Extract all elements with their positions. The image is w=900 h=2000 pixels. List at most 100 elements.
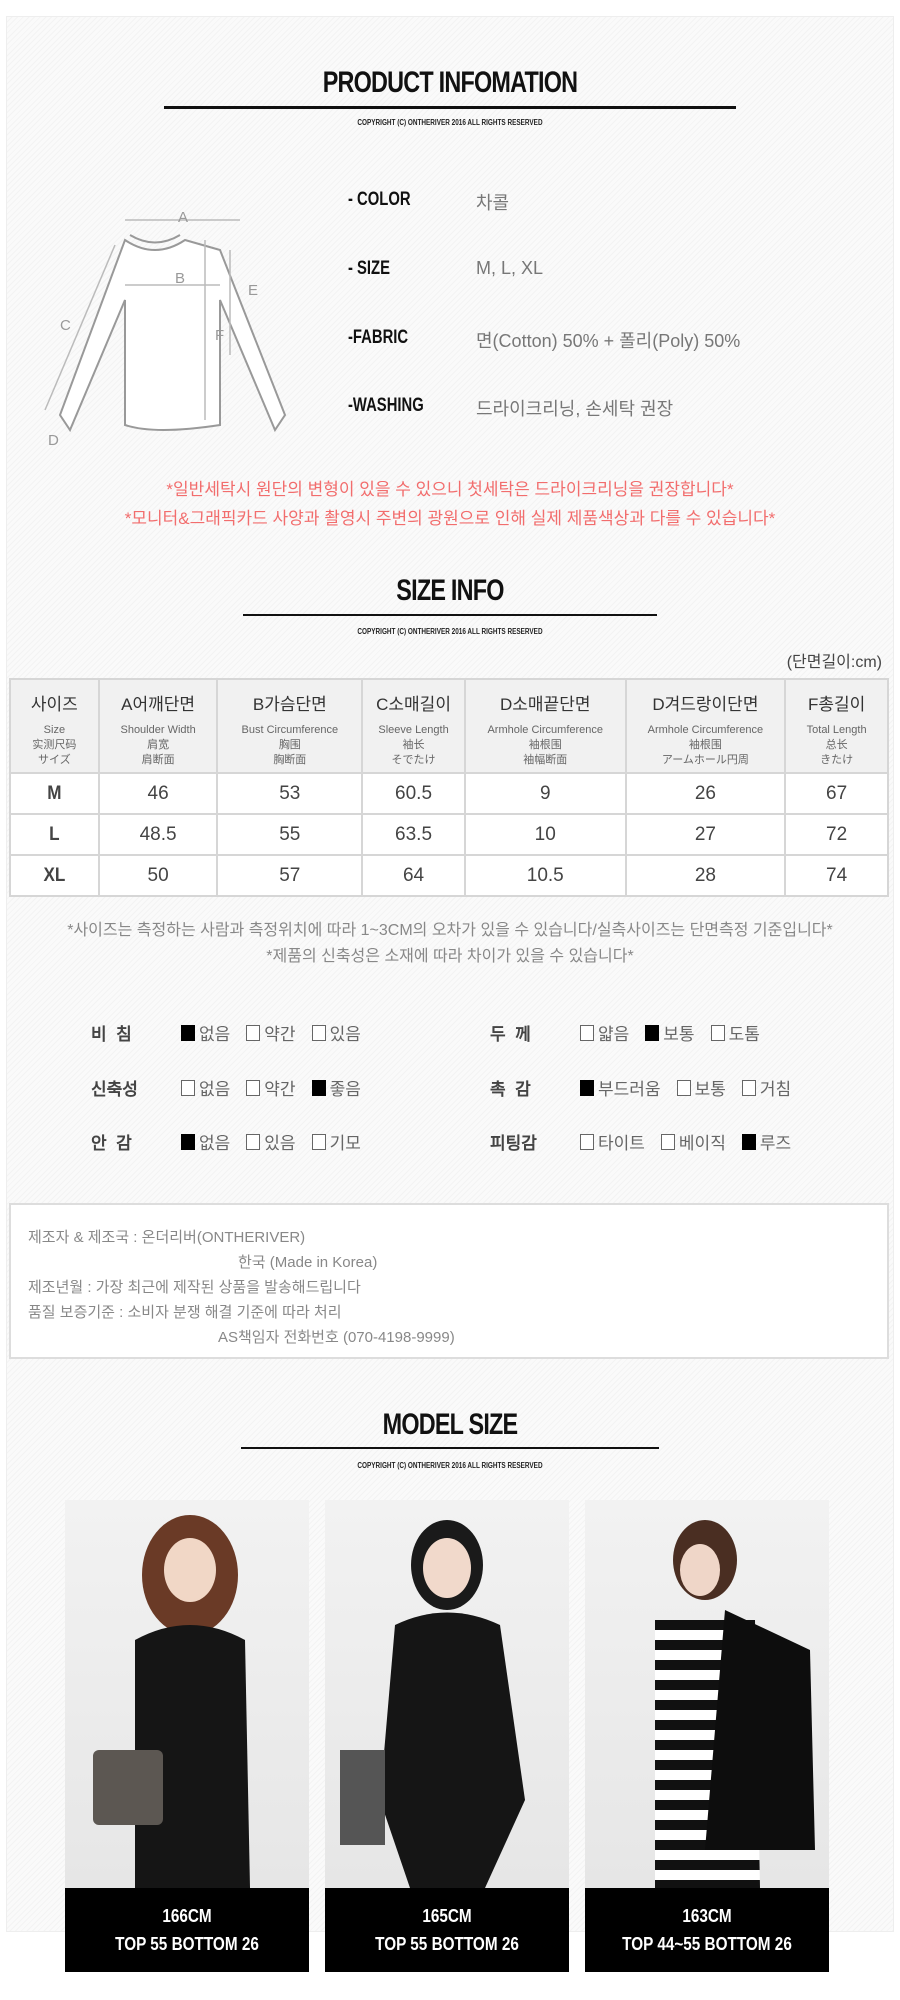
copyright: COPYRIGHT (C) ONTHERIVER 2016 ALL RIGHTS…	[357, 118, 543, 127]
option-label: 보통	[694, 1080, 726, 1099]
attribute-row: 피팅감 타이트 베이직 루즈	[490, 1129, 807, 1154]
value-cell: 57	[216, 854, 364, 897]
value-cell: 55	[216, 813, 364, 856]
size-cell: L	[13, 813, 96, 856]
column-header: F총길이 Total Length 总长 きたけ	[784, 678, 889, 774]
model-height: 166CM	[162, 1906, 212, 1926]
option-label: 부드러움	[598, 1080, 661, 1099]
model-size: TOP 55 BOTTOM 26	[375, 1934, 519, 1954]
checkbox-icon	[181, 1024, 195, 1041]
attribute-row: 안 감 없음 있음 기모	[91, 1129, 377, 1154]
checkbox-icon	[580, 1079, 594, 1096]
model-height: 163CM	[682, 1906, 732, 1926]
title-rule	[243, 614, 657, 616]
attribute-option: 거침	[741, 1075, 791, 1100]
column-header: B가슴단면 Bust Circumference 胸围 胸断面	[216, 678, 364, 774]
checkbox-icon	[181, 1133, 195, 1150]
value-cell: 27	[624, 813, 787, 856]
copyright: COPYRIGHT (C) ONTHERIVER 2016 ALL RIGHTS…	[357, 627, 543, 636]
attribute-row: 두 께 얇음 보통 도톰	[490, 1020, 776, 1045]
table-header: 사이즈 Size 实测尺码 サイズ A어깨단면 Shoulder Width 肩宽 肩断面 B가…	[9, 678, 889, 774]
attribute-label: 비 침	[91, 1025, 132, 1044]
checkbox-icon	[710, 1024, 725, 1041]
value-cell: 9	[463, 772, 627, 815]
value-cell: 63.5	[361, 813, 466, 856]
header-sub: そでたけ	[391, 754, 436, 766]
option-label: 베이직	[678, 1134, 726, 1153]
value-cell: 72	[784, 813, 889, 856]
column-header: C소매길이 Sleeve Length 袖长 そでたけ	[361, 678, 466, 774]
checkbox-icon	[741, 1079, 756, 1096]
model-photo-3	[585, 1500, 829, 1888]
column-header: 사이즈 Size 实测尺码 サイズ	[9, 678, 100, 774]
value-cell: 26	[624, 772, 787, 815]
label-d: D	[48, 432, 59, 449]
option-label: 도톰	[728, 1025, 760, 1044]
model-size: TOP 55 BOTTOM 26	[115, 1934, 259, 1954]
attribute-row: 신축성 없음 약간 좋음	[91, 1075, 377, 1100]
checkbox-icon	[676, 1079, 691, 1096]
checkbox-icon	[311, 1024, 326, 1041]
manufacturer-info: 제조자 & 제조국 : 온더리버(ONTHERIVER) 한국 (Made in…	[9, 1203, 889, 1359]
shirt-diagram: A B C D E F	[44, 209, 287, 449]
value-cell: 48.5	[97, 813, 219, 856]
option-label: 있음	[329, 1025, 361, 1044]
value-cell: 10	[463, 813, 627, 856]
attribute-option: 도톰	[710, 1020, 760, 1045]
attribute-option: 없음	[181, 1020, 230, 1045]
header-sub: 袖幅断面	[523, 754, 568, 766]
attribute-option: 없음	[181, 1075, 230, 1100]
value-cell: 74	[784, 854, 889, 897]
label-b: B	[175, 270, 185, 287]
header-sub: Bust Circumference	[241, 724, 339, 736]
attribute-label: 피팅감	[490, 1134, 537, 1153]
checkbox-icon	[660, 1133, 675, 1150]
option-label: 얇음	[598, 1025, 630, 1044]
attribute-option: 보통	[676, 1075, 726, 1100]
fabric-label: -FABRIC	[348, 327, 409, 348]
warranty-line: 품질 보증기준 : 소비자 분쟁 해결 기준에 따라 처리	[28, 1304, 342, 1321]
checkbox-icon	[645, 1024, 660, 1041]
header-sub: Shoulder Width	[120, 724, 196, 736]
header-korean: 사이즈	[30, 695, 78, 714]
model-size-title: MODEL SIZE	[382, 1408, 519, 1441]
checkbox-icon	[311, 1079, 326, 1096]
origin-line: 한국 (Made in Korea)	[238, 1254, 378, 1271]
option-label: 루즈	[759, 1134, 792, 1153]
table-row: M 46 53 60.5 9 26 67	[10, 772, 889, 815]
title-rule	[241, 1447, 659, 1449]
color-notice: *모니터&그래픽카드 사양과 촬영시 주변의 광원으로 인해 실제 제품색상과 …	[124, 509, 776, 528]
washing-notice: *일반세탁시 원단의 변형이 있을 수 있으니 첫세탁은 드라이크리닝을 권장합…	[166, 480, 734, 499]
value-cell: 53	[216, 772, 364, 815]
model-caption-3: 163CM TOP 44~55 BOTTOM 26	[585, 1888, 829, 1972]
maker-line: 제조자 & 제조국 : 온더리버(ONTHERIVER)	[28, 1229, 306, 1246]
attribute-row: 비 침 없음 약간 있음	[91, 1020, 377, 1045]
header-sub: Armhole Circumference	[487, 724, 604, 736]
header-sub: 胸围	[278, 739, 301, 751]
size-info-title: SIZE INFO	[396, 574, 504, 607]
option-label: 약간	[264, 1080, 296, 1099]
header-sub: アームホール円周	[661, 754, 749, 766]
option-label: 기모	[329, 1134, 361, 1153]
attribute-option: 루즈	[741, 1129, 792, 1154]
attribute-label: 두 께	[490, 1025, 531, 1044]
attribute-option: 약간	[246, 1075, 296, 1100]
value-cell: 46	[97, 772, 219, 815]
color-label: - COLOR	[348, 189, 411, 210]
option-label: 보통	[663, 1025, 695, 1044]
checkbox-icon	[246, 1079, 261, 1096]
header-korean: D소매끝단면	[500, 695, 591, 714]
date-line: 제조년월 : 가장 최근에 제작된 상품을 발송해드립니다	[28, 1279, 361, 1296]
attribute-option: 있음	[246, 1129, 296, 1154]
header-korean: B가슴단면	[252, 695, 327, 714]
header-sub: サイズ	[38, 754, 71, 766]
washing-label: -WASHING	[348, 395, 424, 416]
value-cell: 10.5	[463, 854, 627, 897]
option-label: 타이트	[598, 1134, 645, 1153]
model-photo-2	[325, 1500, 569, 1888]
attribute-option: 베이직	[660, 1129, 726, 1154]
model-caption-1: 166CM TOP 55 BOTTOM 26	[65, 1888, 309, 1972]
as-line: AS책임자 전화번호 (070-4198-9999)	[218, 1329, 455, 1346]
checkbox-icon	[580, 1133, 594, 1150]
column-header: A어깨단면 Shoulder Width 肩宽 肩断面	[97, 678, 219, 774]
